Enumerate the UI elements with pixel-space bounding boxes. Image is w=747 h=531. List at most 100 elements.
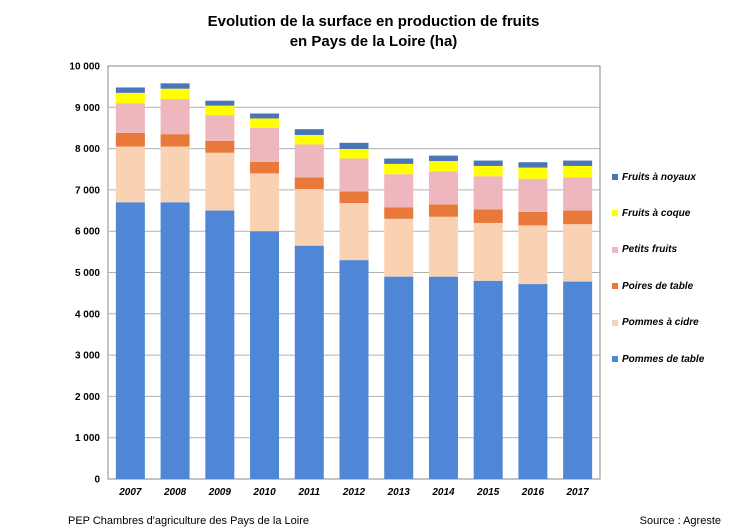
y-tick-label: 0 (94, 475, 100, 486)
legend-swatch (612, 246, 618, 253)
bar-segment (250, 231, 280, 479)
legend-swatch (612, 356, 618, 362)
legend-swatch (612, 174, 618, 180)
y-axis-ticks: 0 1 000 2 000 3 000 4 000 5 000 6 000 7 000 8 00… (69, 62, 100, 486)
bar-segment (518, 167, 548, 179)
x-tick-label: 2007 (118, 487, 142, 498)
bar-segment (428, 160, 458, 172)
bar-segment (250, 113, 280, 119)
y-tick-label: 6 000 (75, 227, 100, 238)
bar-segment (473, 280, 503, 479)
bar-segment (428, 276, 458, 479)
bar-segment (160, 134, 190, 147)
bar-segment (384, 174, 414, 208)
bar-segment (428, 204, 458, 217)
bar-segment (428, 171, 458, 205)
bar-segment (563, 160, 593, 166)
bar-segment (384, 158, 414, 164)
legend-swatch (612, 319, 618, 326)
bar-segment (563, 224, 593, 282)
legend-label: Petits fruits (622, 244, 678, 256)
bar-segment (518, 178, 548, 212)
x-tick-label: 2009 (208, 487, 232, 498)
y-tick-label: 8 000 (75, 144, 100, 155)
bar-segment (160, 99, 190, 135)
bar-segment (473, 176, 503, 210)
legend-swatch (612, 210, 618, 217)
y-tick-label: 9 000 (75, 103, 100, 114)
y-tick-label: 10 000 (69, 62, 100, 73)
bar-segment (205, 140, 235, 153)
y-tick-label: 5 000 (75, 268, 100, 279)
y-tick-label: 2 000 (75, 392, 100, 403)
y-tick-label: 4 000 (75, 309, 100, 320)
bar-segment (160, 83, 190, 89)
y-tick-label: 7 000 (75, 185, 100, 196)
legend-label: Pommes de table (622, 353, 705, 365)
bar-segment (428, 155, 458, 161)
bar-segment (339, 158, 369, 192)
bar-segment (563, 210, 593, 225)
bar-segment (563, 281, 593, 479)
chart-title-line-1: Evolution de la surface en production de… (207, 13, 540, 30)
bar-segment (250, 118, 280, 128)
bar-segment (250, 161, 280, 174)
bar-segment (115, 146, 145, 203)
bar-segment (294, 134, 324, 145)
bar-segment (205, 105, 235, 116)
bar-segment (384, 207, 414, 219)
bar-segment (339, 191, 369, 204)
bar-segment (160, 202, 190, 480)
legend-label: Fruits à coque (622, 207, 691, 219)
legend-label: Poires de table (622, 280, 694, 292)
bar-segment (205, 115, 235, 141)
bar-segment (563, 177, 593, 211)
x-tick-label: 2016 (521, 487, 545, 498)
bar-segment (294, 189, 324, 246)
legend-item: Petits fruits (612, 243, 677, 257)
x-tick-label: 2017 (566, 487, 590, 498)
legend-item: Pommes à cidre (612, 316, 699, 330)
y-tick-label: 3 000 (75, 351, 100, 362)
bar-segment (563, 165, 593, 178)
x-axis-ticks: 2007 2008 2009 2010 2011 2012 2013 2014 2015 2016… (118, 487, 589, 498)
x-tick-label: 2013 (387, 487, 411, 498)
bar-segment (428, 216, 458, 277)
x-tick-label: 2015 (476, 487, 500, 498)
bar-segment (115, 132, 145, 147)
bar-segment (473, 160, 503, 166)
bar-segment (205, 210, 235, 480)
bar-segment (339, 149, 369, 159)
bar-segment (473, 222, 503, 281)
x-tick-label: 2014 (431, 487, 455, 498)
bar-segment (518, 284, 548, 479)
bar-segment (160, 88, 190, 100)
bar-segment (294, 245, 324, 479)
bar-segment (473, 209, 503, 223)
bar-segment (339, 203, 369, 261)
legend-swatch (612, 283, 618, 290)
bar-segment (518, 162, 548, 168)
x-tick-label: 2008 (163, 487, 187, 498)
bar-segment (294, 129, 324, 135)
bar-segment (339, 142, 369, 150)
bar-segment (473, 165, 503, 177)
bar-segment (205, 152, 235, 211)
bar-segment (115, 87, 145, 93)
bars (115, 83, 593, 480)
bar-segment (384, 163, 414, 175)
chart-title-line-2: en Pays de la Loire (ha) (289, 33, 458, 50)
legend-item: Fruits à noyaux (612, 170, 696, 184)
y-tick-label: 1 000 (75, 433, 100, 444)
bar-segment (518, 225, 548, 285)
chart-title: Evolution de la surface en production de… (0, 12, 747, 52)
bar-segment (115, 103, 145, 133)
bar-segment (160, 146, 190, 203)
footer-credit: PEP Chambres d'agriculture des Pays de l… (68, 515, 309, 527)
x-tick-label: 2012 (342, 487, 366, 498)
bar-segment (115, 202, 145, 480)
legend-label: Pommes à cidre (622, 317, 699, 329)
x-tick-label: 2010 (252, 487, 276, 498)
footer-source: Source : Agreste (639, 515, 721, 527)
